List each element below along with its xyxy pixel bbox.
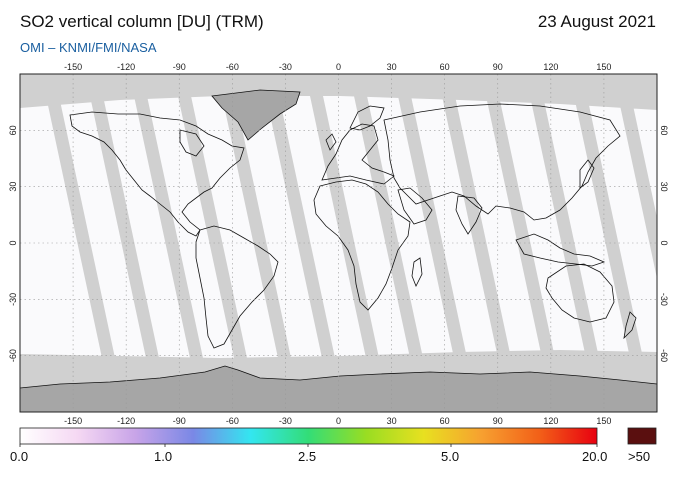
lat-tick-label: -30 <box>8 293 18 306</box>
lon-tick-label: 120 <box>543 62 558 72</box>
orbit-gap-band <box>90 96 159 358</box>
lat-tick-label: 60 <box>659 125 669 135</box>
lon-tick-label: -90 <box>173 416 186 426</box>
lon-tick-label: -120 <box>117 62 135 72</box>
lon-tick-label: 30 <box>387 62 397 72</box>
lat-tick-label: 60 <box>8 125 18 135</box>
lon-tick-label: 90 <box>493 416 503 426</box>
lat-tick-label: 30 <box>659 182 669 192</box>
lat-tick-label: 30 <box>8 182 18 192</box>
colorbar-label-2: 2.5 <box>298 449 317 464</box>
orbit-gap-band <box>574 96 643 358</box>
asia-coast <box>383 103 621 221</box>
colorbar-ticks <box>19 444 598 447</box>
new-zealand-coast <box>623 311 637 340</box>
africa-coast <box>313 179 411 311</box>
lon-tick-label: 60 <box>440 62 450 72</box>
orbit-gap-band <box>134 96 203 358</box>
orbit-gap-band <box>178 96 247 358</box>
lon-tick-label: 60 <box>440 416 450 426</box>
colorbar-label-1: 1.0 <box>154 449 173 464</box>
colorbar-overflow-swatch <box>627 427 657 445</box>
lon-tick-label: 150 <box>596 62 611 72</box>
colorbar-overflow-label: >50 <box>628 449 651 464</box>
orbit-gap-band <box>442 96 511 358</box>
lat-tick-label: 0 <box>659 240 669 245</box>
lon-tick-label: -30 <box>279 62 292 72</box>
lon-tick-label: 150 <box>596 416 611 426</box>
map-date: 23 August 2021 <box>537 12 656 31</box>
australia-coast <box>545 263 615 323</box>
coastlines <box>69 103 637 349</box>
lon-tick-label: -30 <box>279 416 292 426</box>
lon-tick-label: 90 <box>493 62 503 72</box>
orbit-gap-band <box>398 96 467 358</box>
orbit-gap-band <box>46 96 115 358</box>
orbit-gap-band <box>310 96 379 358</box>
orbit-swath-gaps <box>46 96 657 358</box>
data-credit: OMI – KNMI/FMI/NASA <box>20 40 157 55</box>
maritime-asia-coast <box>515 233 606 267</box>
hudson-bay-coast <box>179 129 205 157</box>
longitude-labels-top: -150 -120 -90 -60 -30 0 30 60 90 120 150 <box>64 62 611 72</box>
colorbar-label-0: 0.0 <box>10 449 29 464</box>
map-frame-border <box>19 73 658 413</box>
lon-tick-label: -60 <box>226 416 239 426</box>
scandinavia-coast <box>349 105 385 131</box>
lat-tick-label: -60 <box>8 349 18 362</box>
map-title: SO2 vertical column [DU] (TRM) <box>20 12 264 31</box>
lon-tick-label: -60 <box>226 62 239 72</box>
lon-tick-label: 0 <box>336 62 341 72</box>
orbit-gap-band <box>486 96 555 358</box>
latitude-labels-left: 60 30 0 -30 -60 <box>8 125 18 362</box>
madagascar-coast <box>411 257 423 287</box>
longitude-labels-bottom: -150 -120 -90 -60 -30 0 30 60 90 120 150 <box>64 416 611 426</box>
north-america-coast <box>69 111 245 237</box>
lat-tick-label: 0 <box>8 240 18 245</box>
arabia-coast <box>397 187 433 225</box>
latitude-labels-right: 60 30 0 -30 -60 <box>659 125 669 362</box>
lon-tick-label: 30 <box>387 416 397 426</box>
lon-tick-label: 120 <box>543 416 558 426</box>
lat-tick-label: -60 <box>659 349 669 362</box>
orbit-gap-band <box>618 96 657 279</box>
colorbar <box>19 427 598 445</box>
colorbar-label-4: 20.0 <box>582 449 608 464</box>
south-america-coast <box>195 225 279 349</box>
lon-tick-label: -150 <box>64 62 82 72</box>
lat-tick-label: -30 <box>659 293 669 306</box>
orbit-gap-band <box>222 96 291 358</box>
lon-tick-label: -120 <box>117 416 135 426</box>
japan-coast <box>579 159 595 189</box>
orbit-gap-band <box>354 96 423 358</box>
lon-tick-label: -90 <box>173 62 186 72</box>
uk-coast <box>325 133 337 151</box>
europe-coast <box>321 123 395 185</box>
lon-tick-label: -150 <box>64 416 82 426</box>
lon-tick-label: 0 <box>336 416 341 426</box>
india-coast <box>455 195 483 235</box>
orbit-gap-band <box>266 96 335 358</box>
orbit-gap-band <box>530 96 599 358</box>
colorbar-label-3: 5.0 <box>441 449 460 464</box>
greenland-land <box>211 89 301 141</box>
